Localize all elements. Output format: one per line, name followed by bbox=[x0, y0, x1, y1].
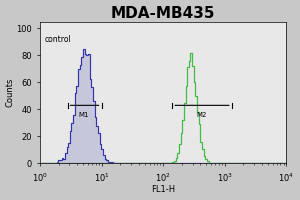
Text: M1: M1 bbox=[79, 112, 89, 118]
Y-axis label: Counts: Counts bbox=[6, 78, 15, 107]
Title: MDA-MB435: MDA-MB435 bbox=[111, 6, 215, 21]
Text: M2: M2 bbox=[196, 112, 207, 118]
X-axis label: FL1-H: FL1-H bbox=[151, 185, 175, 194]
Text: control: control bbox=[45, 35, 72, 44]
